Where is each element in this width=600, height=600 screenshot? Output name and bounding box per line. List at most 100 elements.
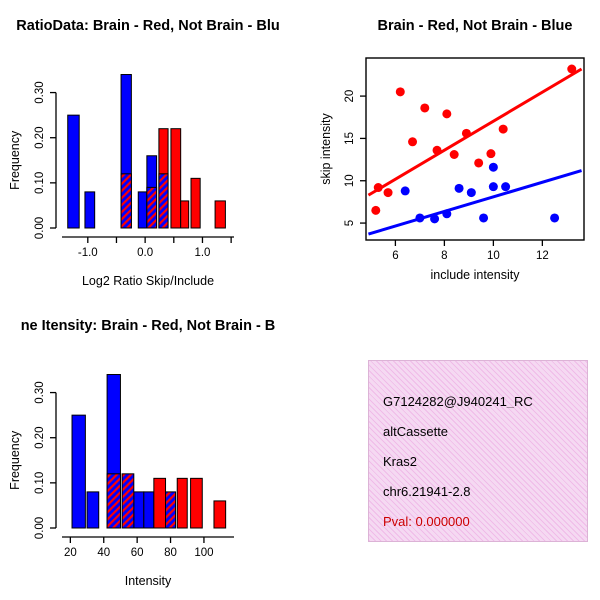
x-axis: -1.0 0.0 1.0: [62, 236, 234, 259]
hist-bar-blue: [71, 414, 86, 529]
fit-line-brain: [367, 67, 583, 197]
chart-title: ne Itensity: Brain - Red, Not Brain - B: [21, 318, 276, 334]
data-point-brain: [498, 124, 508, 134]
y-tick-label: 20: [344, 90, 356, 103]
hist-bar-overlap: [165, 491, 177, 529]
x-tick-label: 40: [97, 547, 110, 559]
hist-bar-red: [213, 500, 227, 529]
hist-bar-red: [170, 128, 182, 229]
data-point-not-brain: [550, 213, 560, 223]
y-axis-label: Frequency: [8, 130, 22, 190]
chart-title: Brain - Red, Not Brain - Blue: [378, 18, 573, 34]
x-axis-label: include intensity: [431, 268, 521, 282]
x-axis-label: Intensity: [125, 574, 172, 588]
y-tick-label: 0.00: [34, 217, 46, 239]
x-tick-label: 8: [441, 250, 447, 262]
x-tick-label: 1.0: [194, 247, 210, 259]
data-point-not-brain: [466, 188, 476, 198]
info-line-locus: chr6.21941-2.8: [383, 485, 471, 498]
panel-hist-log2ratio: -1.0 0.0 1.0 Log2 Ratio Skip/Include 0.00 0.1…: [0, 0, 300, 300]
x-axis-label: Log2 Ratio Skip/Include: [82, 274, 214, 288]
hist-log2ratio-chart: -1.0 0.0 1.0 Log2 Ratio Skip/Include 0.00 0.1…: [8, 18, 280, 288]
data-point-not-brain: [488, 182, 498, 192]
data-point-not-brain: [454, 183, 464, 193]
gene-info-box: G7124282@J940241_RC altCassette Kras2 ch…: [368, 360, 588, 542]
hist-bar-overlap: [121, 473, 135, 529]
x-tick-label: -1.0: [78, 247, 98, 259]
x-tick-label: 10: [487, 250, 500, 262]
x-axis: 20 40 60 80 100: [62, 536, 234, 559]
fit-line-not-brain: [368, 169, 582, 236]
y-tick-label: 0.20: [34, 427, 46, 449]
hist-intensity-chart: 20 40 60 80 100 Intensity 0.00 0.10 0.20 0.30 Freq…: [8, 318, 276, 588]
hist-bar-red: [180, 200, 190, 229]
x-tick-label: 20: [64, 547, 77, 559]
hist-bars: [67, 74, 226, 229]
data-point-not-brain: [501, 182, 511, 192]
hist-bar-overlap: [120, 173, 132, 229]
hist-bar-red: [214, 200, 226, 229]
data-point-brain: [486, 149, 496, 159]
data-point-brain: [383, 188, 393, 198]
y-axis: 0.00 0.10 0.20 0.30: [34, 81, 57, 239]
data-point-not-brain: [488, 162, 498, 172]
panel-scatter-skip-include: 6 8 10 12 include intensity 5 10 15 20 skip inten…: [300, 0, 600, 300]
y-tick-label: 0.00: [34, 517, 46, 539]
hist-bar-overlap: [146, 186, 158, 229]
data-point-brain: [474, 158, 484, 168]
info-line-pval: Pval: 0.000000: [383, 515, 470, 528]
data-point-brain: [442, 109, 452, 119]
hist-bar-overlap: [106, 473, 121, 529]
panel-gene-info: G7124282@J940241_RC altCassette Kras2 ch…: [300, 300, 600, 600]
x-tick-label: 60: [131, 547, 144, 559]
x-tick-label: 0.0: [137, 247, 153, 259]
x-tick-label: 12: [536, 250, 549, 262]
hist-bar-red: [176, 477, 188, 529]
chart-title: RatioData: Brain - Red, Not Brain - Blu: [16, 18, 279, 34]
hist-bar-red: [190, 177, 201, 229]
data-point-brain: [420, 103, 430, 113]
y-axis: 5 10 15 20: [344, 90, 366, 226]
x-tick-label: 6: [392, 250, 398, 262]
data-point-brain: [567, 64, 577, 74]
y-tick-label: 10: [344, 174, 356, 187]
hist-bars: [71, 374, 227, 529]
y-tick-label: 0.20: [34, 127, 46, 149]
hist-bar-blue: [137, 191, 148, 229]
hist-bar-blue: [143, 491, 155, 529]
panel-hist-intensity: 20 40 60 80 100 Intensity 0.00 0.10 0.20 0.30 Freq…: [0, 300, 300, 600]
data-point-brain: [408, 137, 418, 147]
data-point-brain: [371, 205, 381, 215]
hist-bar-blue: [84, 191, 96, 229]
x-tick-label: 80: [164, 547, 177, 559]
points-not-brain: [400, 162, 560, 224]
info-line-gene-symbol: Kras2: [383, 455, 417, 468]
y-axis: 0.00 0.10 0.20 0.30: [34, 381, 57, 539]
y-tick-label: 0.30: [34, 381, 46, 403]
y-axis-label: skip intensity: [319, 112, 333, 184]
plot-box: [365, 57, 585, 241]
y-tick-label: 5: [344, 220, 356, 226]
info-line-event-type: altCassette: [383, 425, 449, 438]
hist-bar-red: [190, 477, 203, 529]
data-point-brain: [449, 150, 459, 160]
y-tick-label: 0.30: [34, 81, 46, 103]
scatter-skip-include-chart: 6 8 10 12 include intensity 5 10 15 20 skip inten…: [319, 18, 585, 282]
x-tick-label: 100: [194, 547, 213, 559]
x-axis: 6 8 10 12: [392, 240, 549, 262]
hist-bar-blue: [67, 114, 80, 229]
data-point-brain: [395, 87, 405, 97]
data-point-not-brain: [400, 186, 410, 196]
y-tick-label: 0.10: [34, 172, 46, 194]
hist-bar-overlap: [158, 173, 169, 229]
hist-bar-blue: [133, 491, 145, 529]
hist-bar-red: [153, 477, 167, 529]
data-point-not-brain: [479, 213, 489, 223]
hist-bar-blue: [86, 491, 100, 529]
y-axis-label: Frequency: [8, 430, 22, 490]
y-tick-label: 0.10: [34, 472, 46, 494]
info-line-probe-id: G7124282@J940241_RC: [383, 395, 533, 408]
y-tick-label: 15: [344, 132, 356, 145]
